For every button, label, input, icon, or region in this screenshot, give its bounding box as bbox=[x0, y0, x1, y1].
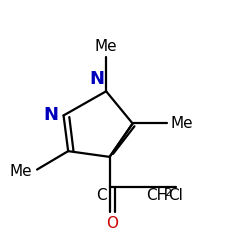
Text: N: N bbox=[43, 106, 58, 124]
Text: N: N bbox=[89, 70, 104, 88]
Text: 2: 2 bbox=[164, 187, 171, 198]
Text: Cl: Cl bbox=[168, 188, 183, 204]
Text: Me: Me bbox=[95, 40, 117, 54]
Text: Me: Me bbox=[171, 116, 193, 131]
Text: CH: CH bbox=[146, 188, 168, 204]
Text: Me: Me bbox=[10, 164, 32, 179]
Text: O: O bbox=[106, 216, 118, 231]
Text: C: C bbox=[96, 188, 107, 204]
